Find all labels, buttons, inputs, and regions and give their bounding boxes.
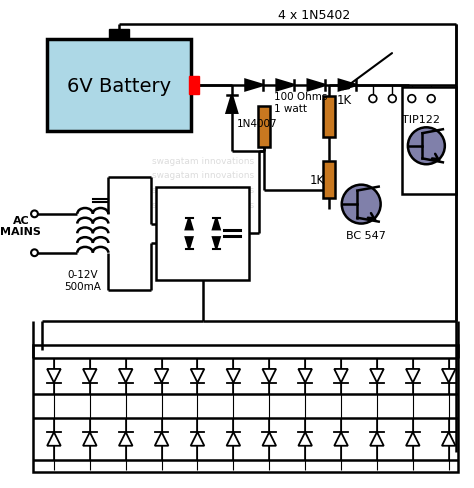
Circle shape: [408, 128, 445, 165]
Circle shape: [31, 250, 38, 257]
Circle shape: [369, 96, 377, 103]
Polygon shape: [119, 432, 133, 446]
Polygon shape: [47, 432, 61, 446]
Polygon shape: [227, 369, 240, 383]
Polygon shape: [263, 369, 276, 383]
Polygon shape: [277, 81, 294, 91]
Text: 4 x 1N5402: 4 x 1N5402: [278, 9, 351, 22]
Bar: [323, 97, 336, 138]
Text: swagatam innovations: swagatam innovations: [152, 200, 254, 209]
Polygon shape: [191, 369, 204, 383]
Circle shape: [342, 185, 381, 224]
Polygon shape: [370, 432, 384, 446]
Polygon shape: [263, 432, 276, 446]
Bar: [402, 88, 456, 195]
Polygon shape: [155, 432, 168, 446]
Text: swagatam innovations: swagatam innovations: [152, 157, 254, 165]
Text: 0-12V
500mA: 0-12V 500mA: [64, 269, 101, 291]
Polygon shape: [442, 432, 456, 446]
Text: BC 547: BC 547: [346, 231, 386, 241]
Bar: [156, 187, 249, 281]
Polygon shape: [246, 81, 263, 91]
Polygon shape: [308, 81, 325, 91]
Polygon shape: [227, 96, 237, 114]
Polygon shape: [298, 432, 312, 446]
Text: swagatam innovations: swagatam innovations: [152, 185, 254, 195]
Bar: [189, 77, 199, 95]
Text: 100 Ohms
1 watt: 100 Ohms 1 watt: [273, 92, 327, 114]
Bar: [109, 30, 129, 40]
Text: 1K: 1K: [310, 174, 325, 187]
Bar: [47, 40, 191, 132]
Polygon shape: [119, 369, 133, 383]
Polygon shape: [406, 369, 419, 383]
Bar: [258, 107, 270, 147]
Bar: [33, 346, 458, 471]
Text: AC
MAINS: AC MAINS: [0, 215, 41, 237]
Polygon shape: [339, 81, 356, 91]
Text: 1N4007: 1N4007: [237, 119, 277, 129]
Polygon shape: [47, 369, 61, 383]
Text: 6V Battery: 6V Battery: [67, 76, 171, 95]
Polygon shape: [370, 369, 384, 383]
Text: 1K: 1K: [337, 93, 352, 106]
Polygon shape: [83, 432, 97, 446]
Bar: [323, 162, 336, 199]
Polygon shape: [186, 238, 192, 249]
Circle shape: [31, 211, 38, 218]
Polygon shape: [442, 369, 456, 383]
Polygon shape: [298, 369, 312, 383]
Circle shape: [408, 96, 416, 103]
Polygon shape: [83, 369, 97, 383]
Polygon shape: [406, 432, 419, 446]
Polygon shape: [155, 369, 168, 383]
Polygon shape: [213, 238, 220, 249]
Circle shape: [428, 96, 435, 103]
Text: TIP122: TIP122: [402, 114, 440, 124]
Polygon shape: [191, 432, 204, 446]
Polygon shape: [227, 432, 240, 446]
Text: swagatam innovations: swagatam innovations: [152, 171, 254, 180]
Circle shape: [388, 96, 396, 103]
Polygon shape: [334, 369, 348, 383]
Polygon shape: [213, 218, 220, 230]
Polygon shape: [334, 432, 348, 446]
Polygon shape: [186, 218, 192, 230]
